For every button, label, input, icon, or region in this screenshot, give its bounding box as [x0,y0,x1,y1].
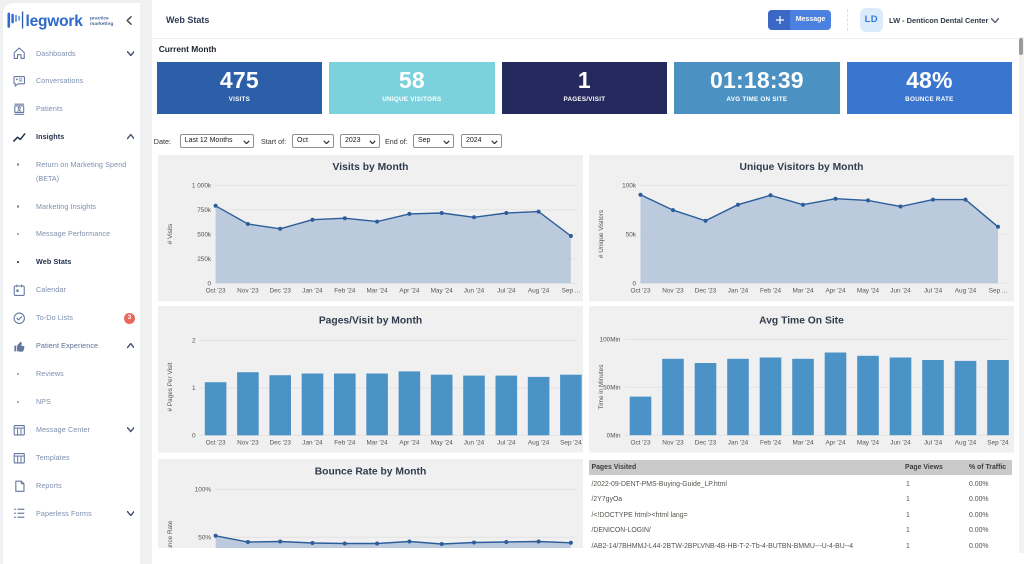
svg-text:Sep ...: Sep ... [988,287,1007,294]
svg-text:Feb '24: Feb '24 [334,439,356,446]
svg-text:# Unique Visitors: # Unique Visitors [598,210,605,258]
svg-text:Nov '23: Nov '23 [662,439,684,446]
svg-text:Aug '24: Aug '24 [954,439,976,446]
svg-text:100%: 100% [195,487,212,494]
svg-text:750k: 750k [197,207,212,214]
svg-text:Dec '23: Dec '23 [694,439,716,446]
svg-text:2: 2 [192,338,196,345]
svg-text:1 000k: 1 000k [192,182,212,189]
svg-text:1: 1 [192,385,196,392]
svg-text:Apr '24: Apr '24 [399,439,419,446]
svg-text:50%: 50% [198,535,211,542]
svg-text:Sep '24: Sep '24 [987,439,1009,446]
svg-text:Bounce Rate: Bounce Rate [167,520,174,548]
svg-text:Jan '24: Jan '24 [727,287,748,294]
svg-text:Aug '24: Aug '24 [528,439,550,446]
svg-text:Feb '24: Feb '24 [334,287,356,294]
svg-text:Mar '24: Mar '24 [792,439,814,446]
svg-text:Feb '24: Feb '24 [759,287,781,294]
svg-text:Dec '23: Dec '23 [269,439,291,446]
svg-text:Sep '24: Sep '24 [560,439,582,446]
svg-text:0Min: 0Min [606,432,620,439]
svg-text:Nov '23: Nov '23 [237,439,259,446]
svg-text:May '24: May '24 [856,287,879,294]
svg-text:Oct '23: Oct '23 [630,439,650,446]
svg-text:Jun '24: Jun '24 [464,287,485,294]
svg-text:practice: practice [90,16,109,22]
svg-text:Jan '24: Jan '24 [302,439,323,446]
svg-text:Feb '24: Feb '24 [759,439,781,446]
svg-text:Time in Minutes: Time in Minutes [598,365,605,410]
svg-text:Bounce Rate by Month: Bounce Rate by Month [315,467,427,478]
svg-text:Apr '24: Apr '24 [825,287,845,294]
svg-text:100k: 100k [622,182,637,189]
svg-text:Jul '24: Jul '24 [923,439,942,446]
svg-text:500k: 500k [197,232,212,239]
svg-text:Dec '23: Dec '23 [694,287,716,294]
svg-text:Apr '24: Apr '24 [825,439,845,446]
svg-text:Oct '23: Oct '23 [206,439,226,446]
svg-text:May '24: May '24 [431,287,454,294]
svg-text:Pages/Visit by Month: Pages/Visit by Month [319,316,422,327]
svg-text:Jan '24: Jan '24 [727,439,748,446]
svg-text:250k: 250k [197,256,212,263]
svg-text:50Min: 50Min [603,385,621,392]
svg-text:Mar '24: Mar '24 [367,439,389,446]
svg-text:marketing: marketing [90,21,113,27]
svg-text:Jul '24: Jul '24 [497,439,516,446]
svg-text:Avg Time On Site: Avg Time On Site [759,316,844,327]
svg-text:# Visits: # Visits [167,224,174,244]
svg-text:Jul '24: Jul '24 [497,287,516,294]
svg-text:Mar '24: Mar '24 [367,287,389,294]
svg-text:Jun '24: Jun '24 [890,287,911,294]
svg-text:Visits by Month: Visits by Month [333,162,409,173]
svg-text:Jan '24: Jan '24 [302,287,323,294]
svg-text:Oct '23: Oct '23 [630,287,650,294]
svg-text:0: 0 [208,281,212,288]
svg-text:May '24: May '24 [431,439,454,446]
svg-text:50k: 50k [625,232,636,239]
svg-text:100Min: 100Min [599,337,620,344]
svg-text:# Pages Per Visit: # Pages Per Visit [167,362,174,411]
svg-text:Dec '23: Dec '23 [269,287,291,294]
svg-text:Nov '23: Nov '23 [237,287,259,294]
svg-text:Apr '24: Apr '24 [399,287,419,294]
svg-text:legwork: legwork [26,13,84,30]
svg-text:Jun '24: Jun '24 [464,439,485,446]
svg-text:Unique Visitors by Month: Unique Visitors by Month [739,162,863,173]
svg-text:Jul '24: Jul '24 [923,287,942,294]
svg-text:Nov '23: Nov '23 [662,287,684,294]
svg-text:Oct '23: Oct '23 [206,287,226,294]
svg-text:Aug '24: Aug '24 [954,287,976,294]
svg-text:0: 0 [192,433,196,440]
svg-text:Jun '24: Jun '24 [890,439,911,446]
svg-text:0: 0 [632,281,636,288]
svg-text:Sep ...: Sep ... [562,287,581,294]
svg-text:Mar '24: Mar '24 [792,287,814,294]
svg-text:May '24: May '24 [856,439,879,446]
svg-text:Aug '24: Aug '24 [528,287,550,294]
